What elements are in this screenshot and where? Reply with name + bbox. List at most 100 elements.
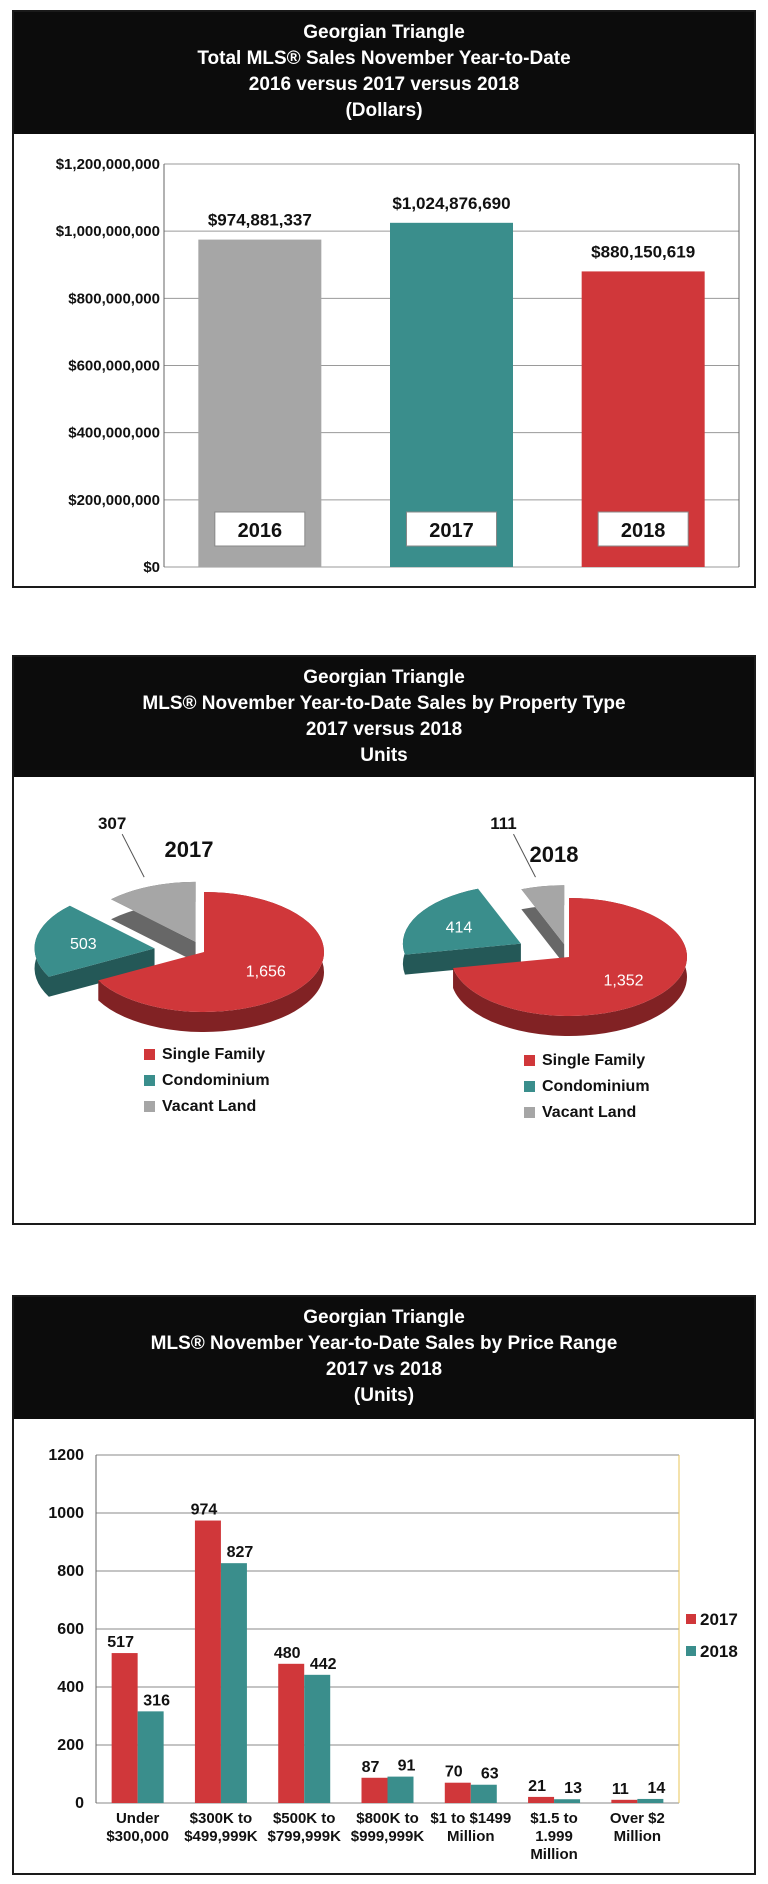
legend-label: 2018 bbox=[700, 1642, 738, 1661]
bar-value-label: 316 bbox=[143, 1692, 170, 1709]
legend-label: Vacant Land bbox=[162, 1098, 256, 1115]
x-tick-label: $499,999K bbox=[184, 1828, 258, 1845]
pie-slice-label: 1,656 bbox=[246, 963, 286, 980]
pie-slice-single-family bbox=[453, 898, 688, 1016]
legend-label: Single Family bbox=[162, 1046, 265, 1063]
bar-2018 bbox=[304, 1674, 331, 1803]
legend-swatch bbox=[144, 1101, 155, 1112]
y-tick-label: $0 bbox=[143, 559, 160, 576]
bar-2017 bbox=[390, 222, 513, 567]
pie-slice-label: 503 bbox=[70, 936, 97, 953]
bar-value-label: 13 bbox=[564, 1780, 582, 1797]
pie-year-title: 2017 bbox=[165, 837, 214, 862]
pie-year-title: 2018 bbox=[530, 842, 579, 867]
price-range-chart-header: Georgian Triangle MLS® November Year-to-… bbox=[14, 1297, 754, 1419]
bar-year-box bbox=[214, 511, 306, 547]
price-range-bar-chart: 0 200 400 600 800 1000 1200 517 316 Under$300,000… bbox=[48, 1447, 738, 1863]
bar-value-label: $974,881,337 bbox=[208, 211, 312, 230]
bar-year-box bbox=[597, 511, 689, 547]
x-tick-label: $800K to bbox=[356, 1810, 419, 1827]
bar-2018 bbox=[470, 1784, 497, 1803]
pie-slice-label: 1,352 bbox=[603, 973, 643, 990]
pie-slice-vacant-land bbox=[521, 885, 565, 945]
y-tick-label: 200 bbox=[57, 1737, 84, 1754]
bar-2017 bbox=[194, 1520, 221, 1803]
bar-2018 bbox=[387, 1776, 414, 1803]
y-tick-label: 400 bbox=[57, 1679, 84, 1696]
bar-value-label: 91 bbox=[398, 1758, 416, 1775]
chart-title-line: Georgian Triangle bbox=[303, 667, 465, 688]
chart-title-line: MLS® November Year-to-Date Sales by Prop… bbox=[142, 693, 626, 714]
pie-slice-single-family bbox=[98, 892, 325, 1012]
bar-value-label: 87 bbox=[362, 1759, 380, 1776]
bar-2017 bbox=[611, 1799, 638, 1803]
pie-slice-label: 111 bbox=[490, 814, 517, 833]
pie-slice-vacant-land bbox=[111, 881, 196, 942]
bar-value-label: 974 bbox=[191, 1502, 218, 1519]
pie-leader-line bbox=[513, 833, 536, 878]
pie-slice-condominium bbox=[402, 888, 521, 955]
chart-title-line: 2017 versus 2018 bbox=[305, 719, 463, 740]
property-type-chart-header: Georgian Triangle MLS® November Year-to-… bbox=[14, 657, 754, 777]
legend-swatch bbox=[524, 1055, 535, 1066]
bar-value-label: 827 bbox=[227, 1544, 254, 1561]
pie-leader-line bbox=[121, 833, 145, 878]
chart-title-line: 2016 versus 2017 versus 2018 bbox=[248, 74, 520, 95]
pie-slice-label: 414 bbox=[446, 919, 473, 936]
legend-label: Condominium bbox=[542, 1078, 650, 1095]
chart-title-line: 2017 vs 2018 bbox=[325, 1359, 443, 1380]
total-sales-bar-chart: $0 $200,000,000 $400,000,000 $600,000,000 $8… bbox=[56, 156, 740, 576]
bar-value-label: 14 bbox=[647, 1780, 665, 1797]
price-range-chart-panel: Georgian Triangle MLS® November Year-to-… bbox=[12, 1295, 756, 1875]
legend-swatch bbox=[524, 1081, 535, 1092]
chart-title-line: (Units) bbox=[353, 1385, 415, 1406]
y-tick-label: $800,000,000 bbox=[68, 290, 160, 307]
bar-year-label: 2018 bbox=[621, 520, 666, 542]
y-tick-label: 800 bbox=[57, 1563, 84, 1580]
bar-2017 bbox=[528, 1796, 555, 1803]
bar-year-box bbox=[406, 511, 497, 547]
x-tick-label: $300K to bbox=[190, 1810, 253, 1827]
x-tick-label: Million bbox=[614, 1828, 662, 1845]
bar-2018 bbox=[554, 1799, 581, 1803]
bar-2018 bbox=[220, 1563, 247, 1803]
legend-swatch bbox=[686, 1646, 696, 1656]
legend-label: 2017 bbox=[700, 1610, 738, 1629]
bar-value-label: 480 bbox=[274, 1645, 301, 1662]
y-tick-label: 1000 bbox=[48, 1505, 84, 1522]
y-tick-label: $600,000,000 bbox=[68, 358, 160, 375]
bar-value-label: 70 bbox=[445, 1764, 463, 1781]
x-tick-label: $1.5 to bbox=[530, 1810, 578, 1827]
chart-title-line: Georgian Triangle bbox=[303, 22, 465, 43]
x-tick-label: Under bbox=[116, 1810, 160, 1827]
chart-title-line: MLS® November Year-to-Date Sales by Pric… bbox=[150, 1333, 618, 1354]
chart-title-line: Total MLS® Sales November Year-to-Date bbox=[197, 48, 571, 69]
legend-label: Single Family bbox=[542, 1052, 645, 1069]
bar-2017 bbox=[278, 1663, 305, 1803]
pie-slice-condominium bbox=[34, 905, 155, 977]
bar-2018 bbox=[137, 1711, 164, 1803]
total-sales-chart-header: Georgian Triangle Total MLS® Sales Novem… bbox=[14, 12, 754, 134]
y-tick-label: $200,000,000 bbox=[68, 492, 160, 509]
legend-swatch bbox=[144, 1075, 155, 1086]
property-type-chart-panel: Georgian Triangle MLS® November Year-to-… bbox=[12, 655, 756, 1225]
x-tick-label: 1.999 bbox=[535, 1828, 573, 1845]
legend-swatch bbox=[686, 1614, 696, 1624]
bar-value-label: 11 bbox=[612, 1781, 629, 1798]
bar-year-label: 2016 bbox=[238, 520, 283, 542]
y-tick-label: 1200 bbox=[48, 1447, 84, 1464]
chart-title-line: (Dollars) bbox=[345, 100, 423, 121]
bar-value-label: $1,024,876,690 bbox=[392, 194, 510, 213]
y-tick-label: $1,200,000,000 bbox=[56, 156, 160, 173]
chart-title-line: Georgian Triangle bbox=[303, 1307, 465, 1328]
y-tick-label: $1,000,000,000 bbox=[56, 223, 160, 240]
bar-2017 bbox=[444, 1782, 471, 1803]
bar-2018 bbox=[637, 1798, 664, 1803]
x-tick-label: $1 to $1499 bbox=[430, 1810, 511, 1827]
legend-swatch bbox=[144, 1049, 155, 1060]
x-tick-label: Million bbox=[530, 1846, 578, 1863]
bar-2017 bbox=[111, 1653, 138, 1803]
bar-value-label: 442 bbox=[310, 1656, 337, 1673]
legend-label: Vacant Land bbox=[542, 1104, 636, 1121]
property-type-pie-charts: 2017 307 503 1,656 Single Family Condominium V… bbox=[34, 814, 688, 1121]
